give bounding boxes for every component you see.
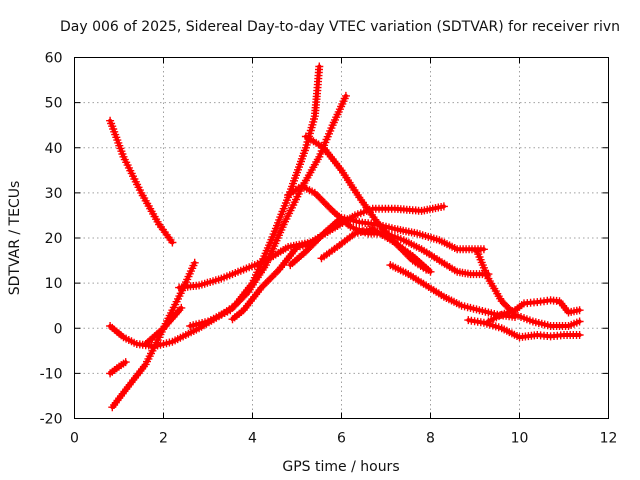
y-tick-label: -10 bbox=[40, 366, 63, 382]
x-tick-label: 0 bbox=[70, 431, 79, 447]
chart-title: Day 006 of 2025, Sidereal Day-to-day VTE… bbox=[60, 19, 620, 35]
series-markers bbox=[464, 316, 584, 342]
x-tick-label: 10 bbox=[511, 431, 529, 447]
y-tick-label: 0 bbox=[54, 321, 63, 337]
x-axis-title: GPS time / hours bbox=[282, 459, 399, 475]
series-markers bbox=[228, 238, 319, 324]
series-arc-2 bbox=[106, 358, 130, 378]
series-markers bbox=[186, 91, 350, 330]
series-arc-8 bbox=[228, 238, 319, 324]
series-markers bbox=[106, 116, 177, 247]
y-tick-label: 30 bbox=[45, 186, 63, 202]
data-series bbox=[106, 62, 584, 412]
x-tick-label: 8 bbox=[426, 431, 435, 447]
axis-ticks bbox=[74, 57, 609, 419]
y-tick-label: -20 bbox=[40, 412, 63, 428]
series-markers bbox=[286, 213, 488, 270]
series-arc-14 bbox=[473, 247, 584, 330]
series-markers bbox=[317, 225, 435, 276]
y-tick-labels: -20 -10 0 10 20 30 40 50 60 bbox=[40, 51, 63, 428]
y-tick-label: 50 bbox=[45, 96, 63, 112]
x-tick-labels: 0 2 4 6 8 10 12 bbox=[70, 431, 617, 447]
series-arc-7 bbox=[186, 91, 350, 330]
y-tick-label: 10 bbox=[45, 276, 63, 292]
x-tick-label: 6 bbox=[337, 431, 346, 447]
series-arc-1 bbox=[106, 116, 177, 247]
series-markers bbox=[484, 296, 584, 326]
y-axis-title: SDTVAR / TECUs bbox=[7, 181, 23, 296]
series-arc-13 bbox=[386, 261, 519, 321]
series-markers bbox=[473, 247, 584, 330]
series-arc-5 bbox=[141, 303, 186, 348]
series-arc-10 bbox=[286, 213, 488, 270]
series-arc-12 bbox=[317, 225, 435, 276]
x-tick-label: 4 bbox=[248, 431, 257, 447]
x-tick-label: 12 bbox=[600, 431, 618, 447]
x-tick-label: 2 bbox=[159, 431, 168, 447]
series-markers bbox=[284, 182, 493, 279]
y-tick-label: 20 bbox=[45, 231, 63, 247]
series-markers bbox=[141, 303, 186, 348]
y-tick-label: 40 bbox=[45, 141, 63, 157]
y-tick-label: 60 bbox=[45, 51, 63, 67]
series-markers bbox=[106, 358, 130, 378]
series-arc-16 bbox=[484, 296, 584, 326]
series-arc-15 bbox=[464, 316, 584, 342]
